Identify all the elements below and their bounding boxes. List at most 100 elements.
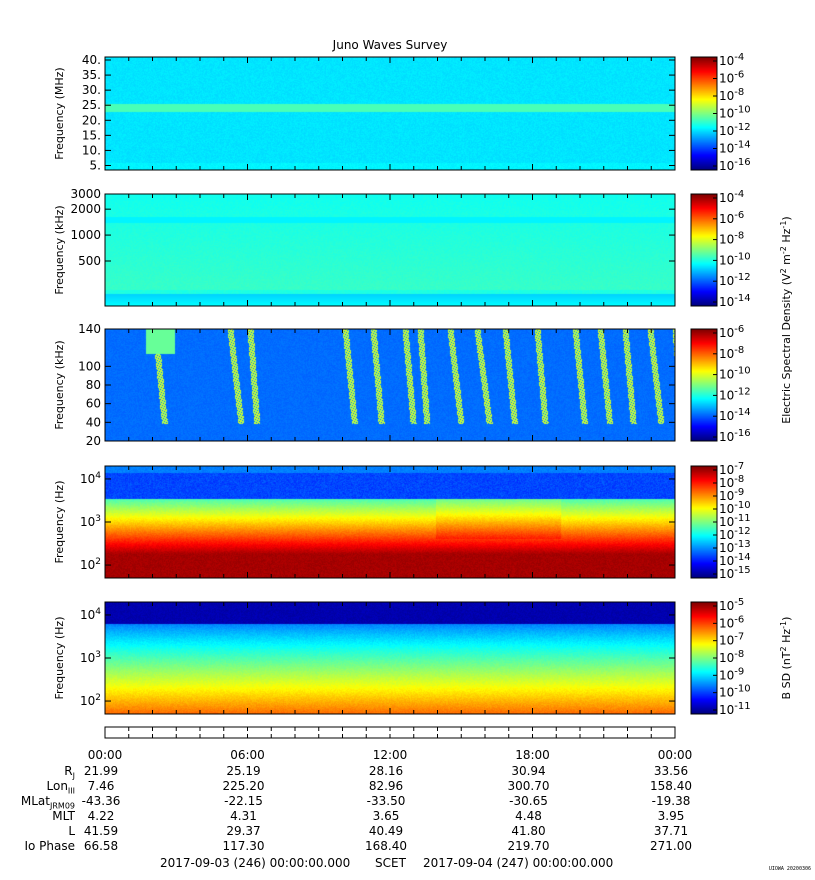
colorbar-tick-label: 10-5 (719, 597, 744, 613)
colorbar-tick-label: 10-15 (719, 565, 751, 581)
footer-start-time: 2017-09-03 (246) 00:00:00.000 (160, 856, 351, 870)
x-tick-label: 18:00 (515, 748, 550, 762)
ephemeris-value: 271.00 (650, 839, 692, 853)
y-tick-label: 140 (78, 322, 101, 336)
colorbar-frame (690, 328, 718, 442)
colorbar-tick-label: 10-14 (719, 293, 751, 309)
ephemeris-value: 168.40 (365, 839, 407, 853)
y-tick-label: 35. (82, 68, 101, 82)
colorbar-tick-label: 10-10 (719, 366, 751, 382)
colorbar-tick-label: 10-14 (719, 407, 751, 423)
colorbar-tick-label: 10-10 (719, 105, 751, 121)
colorbar-tick-label: 10-8 (719, 345, 744, 361)
y-tick-label: 80 (86, 378, 101, 392)
colorbar-tick-label: 10-12 (719, 386, 751, 402)
ephemeris-value: 41.80 (511, 824, 546, 838)
y-tick-label: 102 (80, 557, 101, 572)
colorbar-tick-label: 10-10 (719, 251, 751, 267)
ephemeris-label-text: Io Phase (24, 839, 75, 853)
ephemeris-value: 40.49 (368, 824, 404, 838)
ephemeris-value: 3.95 (657, 809, 685, 823)
panel-frame (104, 328, 676, 442)
source-stamp: UIOWA 20200306 (768, 866, 811, 872)
y-tick-label: 10. (82, 143, 101, 157)
y-tick-label: 103 (80, 650, 101, 665)
colorbar-tick-label: 10-14 (719, 140, 751, 156)
y-tick-label: 3000 (70, 187, 101, 201)
footer-scet-label: SCET (375, 856, 406, 870)
ephemeris-value: 33.56 (653, 764, 689, 778)
colorbar-title-magnetic: B SD (nT2 Hz-1) (779, 617, 793, 700)
colorbar-tick-label: 10-12 (719, 122, 751, 138)
ephemeris-value: -43.36 (81, 794, 121, 808)
ephemeris-label: RJ (64, 764, 75, 780)
ephemeris-value: 4.31 (230, 809, 257, 823)
y-axis-label: Frequency (kHz) (53, 205, 66, 294)
ephemeris-value: 7.46 (87, 779, 115, 793)
ephemeris-value: 3.65 (372, 809, 400, 823)
x-tick-label: 00:00 (87, 748, 123, 762)
x-tick-label: 06:00 (230, 748, 265, 762)
ephemeris-label-text: MLat (20, 794, 50, 808)
ephemeris-value: 117.30 (222, 839, 265, 853)
footer-end-time: 2017-09-04 (247) 00:00:00.000 (423, 856, 614, 870)
x-tick-label: 12:00 (372, 748, 408, 762)
colorbar-tick-label: 10-6 (719, 70, 744, 86)
x-tick-label: 00:00 (657, 748, 693, 762)
ephemeris-label-text: Lon (46, 779, 68, 793)
ephemeris-value: 29.37 (226, 824, 261, 838)
ephemeris-value: 37.71 (653, 824, 689, 838)
chart-title: Juno Waves Survey (332, 38, 448, 52)
y-tick-label: 104 (80, 471, 101, 486)
y-tick-label: 102 (80, 693, 101, 708)
colorbar-tick-label: 10-6 (719, 210, 744, 226)
ephemeris-label: Io Phase (24, 839, 75, 853)
ephemeris-label-subscript: JRM09 (50, 801, 75, 811)
ephemeris-value: 41.59 (83, 824, 119, 838)
colorbar-tick-label: 10-16 (719, 428, 751, 444)
ephemeris-value: 4.22 (87, 809, 115, 823)
ephemeris-value: 219.70 (507, 839, 550, 853)
y-tick-label: 20. (82, 113, 101, 127)
y-tick-label: 15. (82, 128, 101, 142)
y-axis-label: Frequency (Hz) (53, 481, 66, 564)
ephemeris-value: 25.19 (226, 764, 261, 778)
ephemeris-label-text: R (64, 764, 73, 778)
ephemeris-value: -22.15 (224, 794, 263, 808)
ephemeris-value: 225.20 (222, 779, 265, 793)
y-tick-label: 20 (86, 434, 101, 448)
colorbar-frame (690, 193, 718, 307)
ephemeris-value: 30.94 (511, 764, 546, 778)
ephemeris-label: L (68, 824, 75, 838)
ephemeris-value: 4.48 (515, 809, 542, 823)
ephemeris-value: 158.40 (650, 779, 692, 793)
y-axis-label: Frequency (Hz) (53, 617, 66, 700)
ephemeris-label: MLT (52, 809, 75, 823)
colorbar-tick-label: 10-16 (719, 157, 751, 173)
ephemeris-value: -30.65 (509, 794, 548, 808)
ephemeris-label-subscript: J (72, 771, 75, 781)
colorbar-tick-label: 10-4 (719, 52, 744, 68)
colorbar-tick-label: 10-7 (719, 632, 744, 648)
y-tick-label: 100 (78, 359, 101, 373)
ephemeris-value: 66.58 (83, 839, 119, 853)
ephemeris-value: 21.99 (83, 764, 119, 778)
colorbar-tick-label: 10-6 (719, 324, 744, 340)
y-axis-label: Frequency (MHz) (53, 67, 66, 159)
y-tick-label: 40. (82, 53, 101, 67)
ephemeris-value: -33.50 (366, 794, 406, 808)
colorbar-tick-label: 10-12 (719, 272, 751, 288)
colorbar-tick-label: 10-8 (719, 231, 744, 247)
y-tick-label: 5. (90, 158, 101, 172)
panel-frame (104, 193, 676, 307)
panel-frame (104, 56, 676, 171)
colorbar-tick-label: 10-9 (719, 666, 744, 682)
ephemeris-label-subscript: III (67, 786, 75, 796)
ephemeris-value: -19.38 (651, 794, 691, 808)
ephemeris-value: 300.70 (507, 779, 550, 793)
y-tick-label: 1000 (70, 228, 101, 242)
y-tick-label: 25. (82, 98, 101, 112)
y-tick-label: 30. (82, 83, 101, 97)
colorbar-tick-label: 10-11 (719, 701, 751, 717)
